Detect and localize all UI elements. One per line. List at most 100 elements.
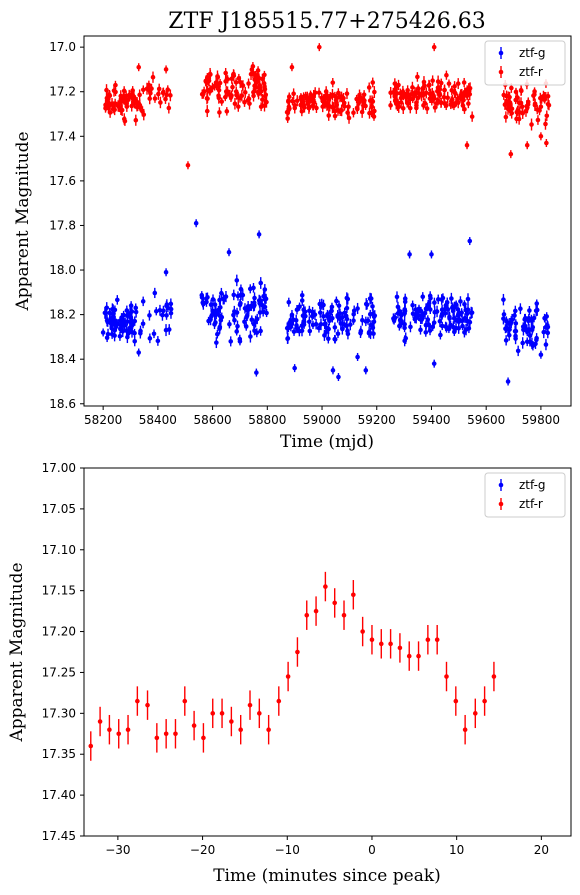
data-point (423, 321, 429, 330)
data-point (125, 310, 131, 319)
data-point (351, 108, 356, 118)
data-point (341, 600, 347, 630)
data-point (248, 330, 253, 343)
data-point (351, 305, 357, 316)
data-point (219, 698, 225, 729)
y-tick-label: 17.15 (42, 584, 76, 598)
series-ztf-g (100, 219, 551, 386)
data-point (434, 305, 440, 318)
x-tick-label: 58600 (193, 413, 231, 427)
data-point (370, 77, 376, 88)
data-point (369, 95, 375, 106)
data-point (462, 87, 468, 98)
data-point (290, 97, 295, 106)
data-point (251, 318, 257, 330)
data-point (246, 78, 251, 89)
data-point (246, 93, 252, 104)
data-point (213, 318, 218, 327)
data-point (355, 302, 360, 315)
top-chart: ZTF J185515.77+275426.63 58200 58400 58600… (13, 9, 572, 452)
data-point (292, 364, 297, 373)
data-point (539, 94, 544, 104)
y-tick-label: 17.05 (42, 502, 76, 516)
data-point (122, 116, 128, 126)
data-point (136, 100, 141, 110)
data-point (226, 248, 232, 257)
data-point (388, 86, 393, 99)
data-point (410, 94, 416, 104)
data-point (520, 337, 525, 349)
data-point (140, 106, 145, 117)
data-point (157, 304, 163, 316)
y-tick-label: 17.4 (49, 129, 76, 143)
data-point (524, 141, 530, 150)
data-point (227, 89, 233, 100)
data-point (464, 141, 470, 150)
data-point (254, 368, 259, 377)
data-point (543, 92, 549, 102)
data-point (372, 86, 377, 99)
data-point (258, 326, 263, 336)
data-point (262, 70, 267, 79)
data-point (307, 326, 313, 336)
data-point (449, 85, 455, 95)
bottom-chart-plot-area (84, 468, 571, 836)
data-point (185, 161, 191, 170)
data-point (446, 79, 452, 88)
data-point (217, 107, 222, 118)
data-point (204, 105, 210, 118)
data-point (156, 83, 162, 95)
data-point (100, 328, 106, 337)
data-point (345, 326, 350, 336)
data-point (223, 67, 228, 79)
data-point (431, 359, 437, 368)
data-point (529, 118, 534, 131)
data-point (451, 312, 457, 324)
data-point (140, 85, 146, 95)
data-point (88, 731, 94, 761)
data-point (149, 83, 154, 94)
data-point (392, 78, 398, 89)
data-point (425, 625, 431, 655)
data-point (502, 99, 508, 110)
data-point (164, 311, 169, 320)
data-point (336, 373, 341, 382)
x-tick-label: 58800 (248, 413, 286, 427)
data-point (545, 98, 551, 110)
data-point (405, 85, 410, 96)
data-point (467, 237, 473, 246)
data-point (534, 304, 540, 316)
data-point (208, 70, 213, 80)
data-point (228, 336, 234, 347)
data-point (325, 102, 331, 111)
data-point (518, 97, 524, 109)
x-tick-label: −30 (105, 843, 130, 857)
data-point (351, 316, 356, 325)
data-point (403, 332, 409, 344)
data-point (421, 76, 427, 88)
data-point (466, 99, 471, 109)
data-point (238, 714, 243, 745)
data-point (427, 325, 433, 336)
data-point (119, 104, 125, 116)
data-point (506, 329, 512, 341)
data-point (459, 314, 465, 327)
data-point (128, 301, 134, 311)
data-point (544, 110, 550, 122)
data-point (347, 318, 353, 331)
data-point (224, 107, 230, 116)
data-point (285, 333, 291, 344)
data-point (364, 300, 370, 310)
data-point (469, 111, 475, 122)
data-point (467, 82, 473, 95)
data-point (258, 102, 264, 112)
data-point (450, 302, 456, 311)
data-point (461, 77, 467, 88)
data-point (168, 89, 173, 102)
y-tick-label: 17.30 (42, 706, 76, 720)
data-point (509, 107, 515, 119)
data-point (301, 304, 306, 316)
data-point (359, 106, 365, 118)
data-point (371, 328, 376, 339)
data-point (361, 99, 366, 108)
